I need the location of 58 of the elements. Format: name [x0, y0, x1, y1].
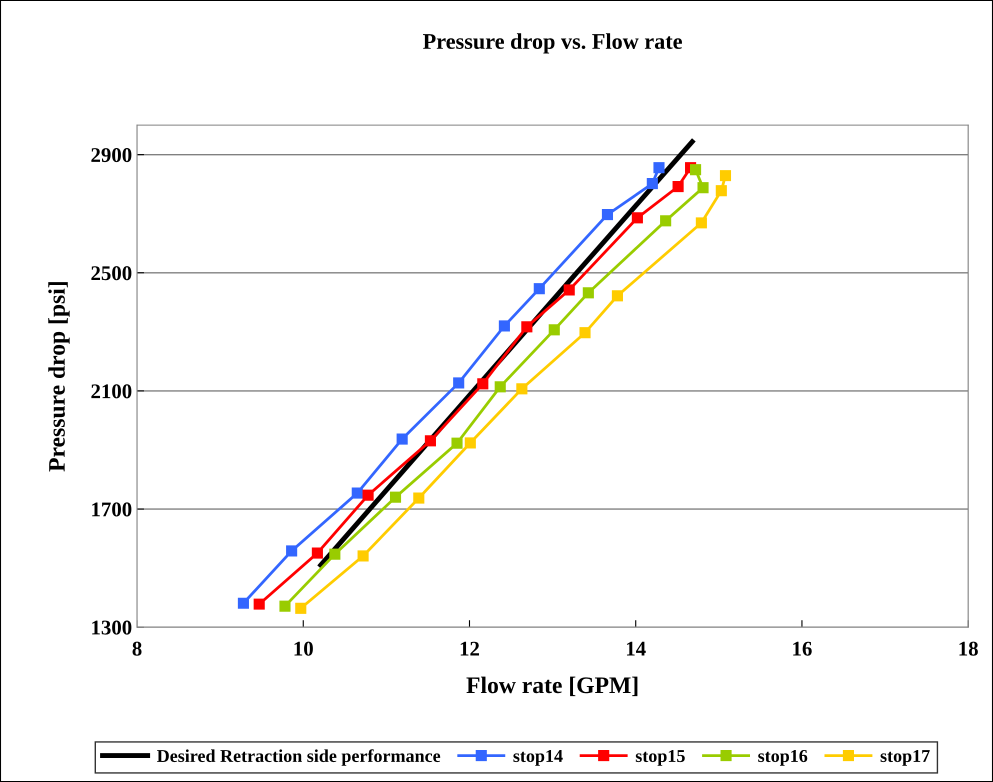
legend-label: stop17	[880, 750, 930, 766]
point	[646, 178, 658, 190]
point	[329, 548, 340, 560]
point	[672, 180, 684, 192]
point	[358, 550, 369, 562]
point	[521, 321, 532, 332]
y-tick-label: 1300	[92, 620, 132, 635]
point	[494, 381, 506, 392]
x-tick-label: 12	[460, 642, 480, 656]
point	[362, 490, 374, 501]
point	[696, 217, 707, 228]
x-tick-label: 10	[294, 642, 313, 656]
y-axis-title: Pressure drop [psi]	[48, 282, 70, 472]
point	[477, 378, 488, 390]
y-tick-label: 2100	[91, 384, 132, 398]
point	[720, 170, 732, 182]
x-tick-label: 18	[959, 642, 978, 656]
point	[424, 435, 436, 446]
point	[254, 598, 265, 610]
point	[286, 545, 298, 557]
x-axis-title: Flow rate [GPM]	[466, 676, 638, 696]
point	[451, 438, 463, 449]
point	[653, 162, 665, 174]
legend-label: stop14	[513, 750, 563, 766]
x-tick-label: 14	[626, 642, 646, 656]
point	[534, 283, 545, 294]
point	[602, 209, 614, 220]
chart-title: Pressure drop vs. Flow rate	[423, 33, 682, 54]
legend-label: stop16	[758, 750, 808, 766]
point	[612, 290, 623, 302]
point	[716, 185, 727, 196]
point	[413, 492, 424, 504]
point	[548, 324, 560, 336]
point	[295, 602, 306, 614]
legend-label: stop15	[636, 750, 685, 766]
point	[279, 600, 291, 612]
point	[396, 433, 408, 445]
point	[564, 284, 575, 296]
point	[579, 327, 591, 338]
point	[464, 437, 476, 448]
point	[390, 492, 402, 503]
y-tick-label: 2500	[91, 266, 132, 280]
legend-label: Desired Retraction side performance	[157, 749, 440, 766]
point	[582, 287, 594, 298]
x-tick-label: 8	[132, 642, 142, 656]
point	[453, 377, 464, 388]
point	[697, 182, 709, 194]
x-tick-label: 16	[793, 642, 812, 656]
y-tick-label: 1700	[92, 502, 132, 516]
point	[660, 215, 672, 226]
point	[516, 383, 528, 394]
point	[632, 212, 643, 224]
y-tick-label: 2900	[91, 148, 132, 162]
point	[690, 164, 702, 176]
point	[312, 547, 323, 559]
point	[352, 488, 363, 499]
point	[238, 598, 249, 609]
point	[498, 320, 510, 332]
